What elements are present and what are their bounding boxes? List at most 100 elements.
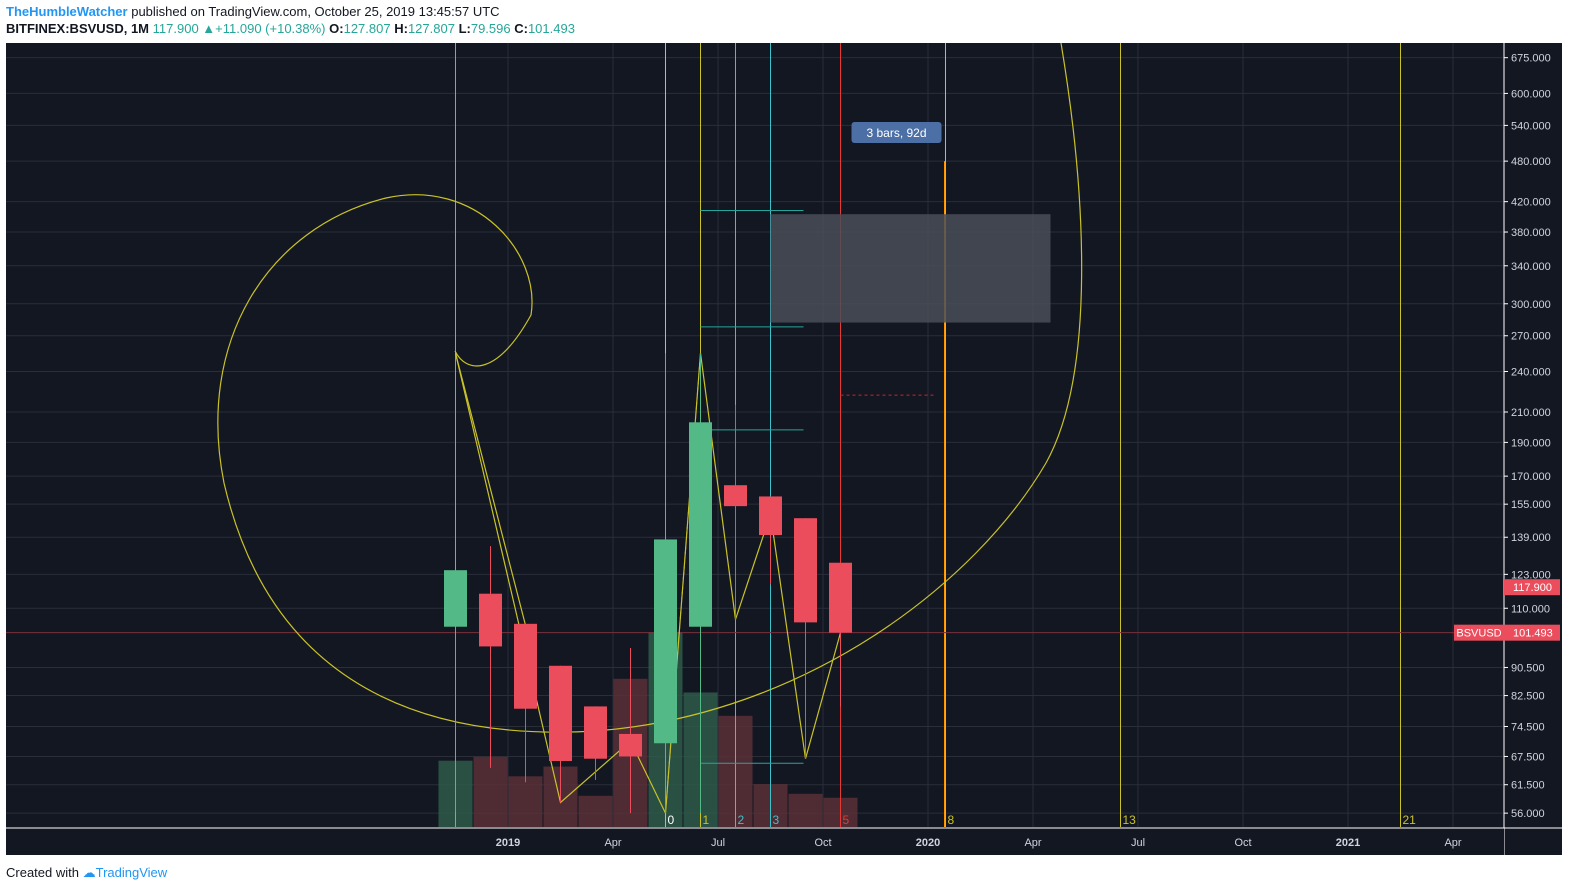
candle-2019-06 xyxy=(689,353,712,814)
time-axis-bg xyxy=(6,828,1504,855)
price-chart[interactable]: 0 1 2 3 5 8 13 21 3 bars, 92d 675.000 600.000 540.… xyxy=(6,43,1562,855)
candle-body-2019-03 xyxy=(584,706,607,759)
open-label: O: xyxy=(329,21,344,36)
candle-2019-08 xyxy=(759,496,782,585)
fib-time-label-2: 2 xyxy=(738,813,745,827)
open-value: 127.807 xyxy=(343,21,391,36)
y-tick-label-56.000: 56.000 xyxy=(1511,808,1545,820)
candle-2019-04 xyxy=(619,647,642,814)
price-axis-bg xyxy=(1504,43,1562,855)
candle-2019-10 xyxy=(829,562,852,707)
fib-time-label-0: 0 xyxy=(668,813,675,827)
candles xyxy=(444,353,852,814)
volume-bar-2018-12 xyxy=(473,756,508,827)
fib-time-label-5: 5 xyxy=(843,813,850,827)
tradingview-brand[interactable]: TradingView xyxy=(95,865,168,880)
candle-2019-09 xyxy=(794,518,817,759)
x-tick-label-6: Jul xyxy=(1131,837,1145,849)
y-tick-label-240.000: 240.000 xyxy=(1511,366,1551,378)
y-tick-label-74.500: 74.500 xyxy=(1511,722,1545,734)
fib-time-label-1: 1 xyxy=(703,813,710,827)
candle-body-2019-04 xyxy=(619,733,642,757)
measure-tooltip xyxy=(851,122,942,143)
x-tick-label-4: 2020 xyxy=(916,837,940,849)
y-tick-label-123.000: 123.000 xyxy=(1511,569,1551,581)
symbol-price-tag xyxy=(1504,624,1560,641)
y-tick-label-61.500: 61.500 xyxy=(1511,780,1545,792)
candle-body-2019-08 xyxy=(759,496,782,536)
y-tick-label-155.000: 155.000 xyxy=(1511,499,1551,511)
symbol-name-tag xyxy=(1454,624,1504,641)
x-tick-label-5: Apr xyxy=(1024,837,1041,849)
candle-body-2019-07 xyxy=(724,485,747,507)
candle-2018-11 xyxy=(444,570,467,814)
tradingview-logo-icon[interactable]: ☁ xyxy=(82,865,96,880)
x-tick-label-3: Oct xyxy=(814,837,831,849)
volume-bar-2019-09 xyxy=(788,793,823,827)
y-tick-label-170.000: 170.000 xyxy=(1511,471,1551,483)
published-text: published on TradingView.com, October 25… xyxy=(131,4,500,19)
high-value: 127.807 xyxy=(407,21,455,36)
candle-2019-01 xyxy=(514,623,537,783)
y-tick-label-139.000: 139.000 xyxy=(1511,532,1551,544)
y-tick-label-540.000: 540.000 xyxy=(1511,120,1551,132)
target-zone-box xyxy=(770,214,1051,323)
fib-time-label-21: 21 xyxy=(1403,813,1417,827)
measure-label: 3 bars, 92d xyxy=(866,126,926,140)
symbol-name-label: BSVUSD xyxy=(1456,628,1501,640)
x-tick-label-2: Jul xyxy=(711,837,725,849)
volume-bar-2019-03 xyxy=(578,795,613,827)
low-value: 79.596 xyxy=(470,21,511,36)
x-tick-label-1: Apr xyxy=(604,837,621,849)
symbol-name: BITFINEX:BSVUSD, 1M xyxy=(6,21,150,36)
last-price-label: 117.900 xyxy=(1513,582,1552,594)
candle-body-2019-09 xyxy=(794,518,817,623)
fib-spiral xyxy=(217,43,1083,733)
up-triangle-icon: ▲ xyxy=(202,21,216,36)
volume-bar-2019-01 xyxy=(508,776,543,827)
candle-body-2019-10 xyxy=(829,562,852,633)
y-tick-label-82.500: 82.500 xyxy=(1511,691,1545,703)
candle-body-2019-06 xyxy=(689,422,712,627)
publish-info: TheHumbleWatcher published on TradingVie… xyxy=(6,4,500,19)
candle-body-2018-11 xyxy=(444,570,467,627)
y-tick-label-90.500: 90.500 xyxy=(1511,662,1545,674)
price-change: +11.090 (+10.38%) xyxy=(215,21,326,36)
close-value: 101.493 xyxy=(527,21,575,36)
candle-2019-02 xyxy=(549,665,572,803)
y-tick-label-420.000: 420.000 xyxy=(1511,197,1551,209)
fib-time-label-8: 8 xyxy=(948,813,955,827)
zigzag-leg xyxy=(454,352,527,626)
axes: 675.000 600.000 540.000 480.000 420.000 380.0… xyxy=(6,43,1562,855)
candle-body-2019-01 xyxy=(514,623,537,709)
y-tick-label-480.000: 480.000 xyxy=(1511,156,1551,168)
candle-body-2019-02 xyxy=(549,665,572,761)
y-tick-label-675.000: 675.000 xyxy=(1511,53,1551,65)
y-tick-label-210.000: 210.000 xyxy=(1511,407,1551,419)
candle-body-2019-05 xyxy=(654,539,677,744)
y-tick-label-600.000: 600.000 xyxy=(1511,88,1551,100)
candle-2019-03 xyxy=(584,706,607,780)
symbol-price-label: 101.493 xyxy=(1513,628,1553,640)
y-tick-label-190.000: 190.000 xyxy=(1511,437,1551,449)
author-name[interactable]: TheHumbleWatcher xyxy=(6,4,128,19)
y-tick-label-340.000: 340.000 xyxy=(1511,261,1551,273)
x-tick-label-9: Apr xyxy=(1444,837,1461,849)
fib-time-label-3: 3 xyxy=(773,813,780,827)
high-label: H: xyxy=(394,21,408,36)
chart-background xyxy=(6,43,1562,855)
y-tick-label-67.500: 67.500 xyxy=(1511,751,1545,763)
last-price-tag xyxy=(1504,579,1560,596)
low-label: L: xyxy=(458,21,471,36)
candle-body-2018-12 xyxy=(479,593,502,647)
drawings xyxy=(6,43,1503,827)
x-tick-label-7: Oct xyxy=(1234,837,1251,849)
close-label: C: xyxy=(514,21,528,36)
y-tick-label-380.000: 380.000 xyxy=(1511,227,1551,239)
y-tick-label-270.000: 270.000 xyxy=(1511,331,1551,343)
candle-2019-07 xyxy=(724,404,747,620)
x-tick-label-0: 2019 xyxy=(496,837,520,849)
y-tick-label-110.000: 110.000 xyxy=(1511,603,1550,615)
overlay-labels: 0 1 2 3 5 8 13 21 3 bars, 92d xyxy=(668,122,1417,827)
fib-time-label-13: 13 xyxy=(1123,813,1137,827)
